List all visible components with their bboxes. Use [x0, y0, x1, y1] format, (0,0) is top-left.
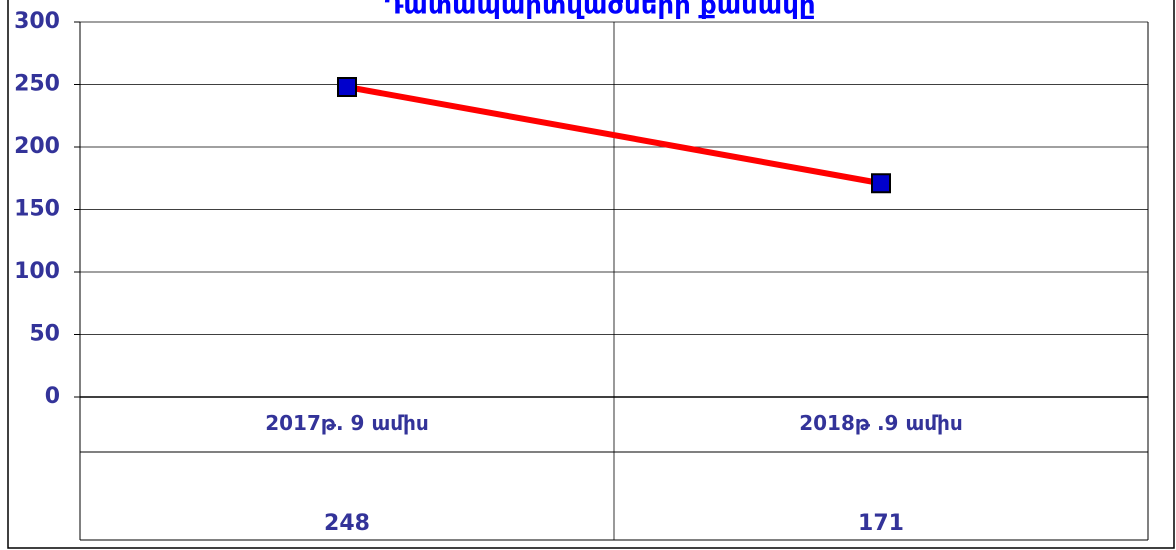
y-tick-label: 250 — [14, 72, 60, 97]
y-tick-label: 100 — [14, 259, 60, 284]
y-tick-label: 150 — [14, 197, 60, 222]
chart-border — [7, 0, 1175, 549]
chart-title: Դատապարտվածների քանակը — [384, 0, 815, 21]
y-tick-label: 300 — [14, 9, 60, 34]
x-tick-label: 2017թ. 9 ամիս — [265, 411, 429, 435]
line — [346, 84, 882, 187]
x-tick-label: 2018թ .9 ամիս — [799, 411, 963, 435]
table-value: 248 — [324, 511, 370, 536]
y-tick-label: 50 — [29, 322, 60, 347]
marker — [871, 173, 891, 194]
table-value: 171 — [858, 511, 904, 536]
marker — [337, 77, 357, 97]
y-tick-label: 200 — [14, 134, 60, 159]
y-tick-label: 0 — [45, 384, 60, 409]
